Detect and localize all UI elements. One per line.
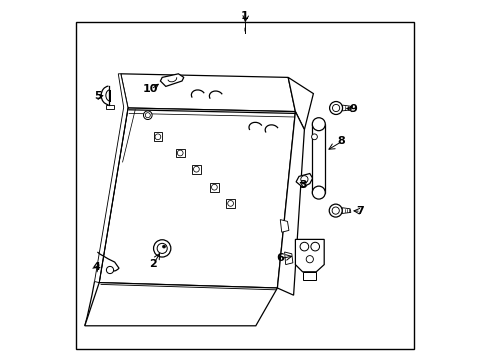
Polygon shape [277,112,304,295]
Circle shape [300,242,309,251]
Polygon shape [288,77,314,130]
Text: 3: 3 [299,180,307,190]
Circle shape [145,113,150,118]
Bar [192,165,201,174]
Circle shape [228,201,233,206]
Circle shape [194,166,199,172]
Polygon shape [280,220,289,232]
Text: 10: 10 [143,84,158,94]
Polygon shape [99,108,295,288]
Bar [312,124,325,193]
Text: 8: 8 [337,136,345,147]
Circle shape [330,102,343,114]
Polygon shape [106,105,114,109]
Bar [210,183,219,192]
Circle shape [311,242,319,251]
Circle shape [153,240,171,257]
Text: 2: 2 [149,258,157,269]
Circle shape [157,243,167,253]
Circle shape [306,256,314,263]
Circle shape [312,118,325,131]
Polygon shape [342,208,351,213]
Circle shape [312,186,325,199]
Circle shape [144,111,152,120]
Bar [153,132,162,141]
Polygon shape [343,105,351,111]
Polygon shape [95,74,128,283]
Polygon shape [121,74,295,112]
Bar [176,149,185,157]
Circle shape [177,150,183,156]
Circle shape [155,134,161,140]
Circle shape [332,207,339,214]
Text: 7: 7 [356,206,364,216]
Circle shape [329,204,342,217]
Polygon shape [295,239,324,272]
Circle shape [212,184,217,190]
Text: 1: 1 [241,11,249,21]
Circle shape [163,245,166,248]
Polygon shape [85,283,277,326]
Circle shape [106,266,114,274]
Polygon shape [296,174,313,187]
Circle shape [333,104,340,112]
Text: 4: 4 [93,262,100,272]
Circle shape [301,176,308,183]
Polygon shape [160,74,184,86]
Text: 6: 6 [276,253,284,264]
Circle shape [312,134,318,140]
Polygon shape [303,272,316,280]
Text: 5: 5 [94,91,102,102]
Polygon shape [285,252,293,265]
Text: 9: 9 [349,104,357,114]
Bar [226,199,235,208]
